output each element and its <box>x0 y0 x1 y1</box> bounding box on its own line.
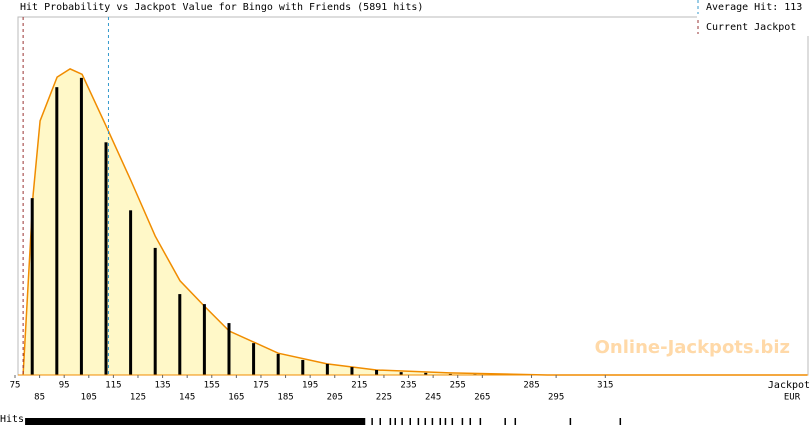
x-tick-label: 85 <box>34 393 45 403</box>
bar <box>79 77 83 376</box>
legend-current: Current Jackpot <box>706 22 796 33</box>
bar <box>129 210 133 375</box>
x-tick-label: 175 <box>253 381 269 391</box>
x-tick-label: 245 <box>425 393 441 403</box>
bar <box>399 372 403 375</box>
curve-line <box>22 68 807 376</box>
bar <box>276 353 280 375</box>
bar <box>30 198 34 375</box>
x-axis-label: Jackpot, <box>768 380 810 391</box>
x-tick-label: 225 <box>376 393 392 403</box>
legend-average: Average Hit: 113 <box>706 2 802 13</box>
bar <box>104 142 108 375</box>
x-tick-label: 295 <box>548 393 564 403</box>
bar <box>153 247 157 375</box>
x-tick-label: 315 <box>597 381 613 391</box>
x-tick-label: 135 <box>154 381 170 391</box>
x-tick-label: 115 <box>105 381 121 391</box>
x-tick-label: 165 <box>228 393 244 403</box>
bar <box>55 87 59 375</box>
x-tick-label: 285 <box>523 381 539 391</box>
x-tick-label: 195 <box>302 381 318 391</box>
bar <box>178 294 182 375</box>
x-axis-label: EUR <box>784 393 801 403</box>
hits-rug-dense <box>25 418 366 425</box>
x-tick-label: 205 <box>327 393 343 403</box>
x-tick-label: 215 <box>351 381 367 391</box>
bar <box>202 304 206 375</box>
bar <box>227 323 231 375</box>
x-tick-label: 255 <box>450 381 466 391</box>
watermark: Online-Jackpots.biz <box>595 337 790 358</box>
bar <box>252 343 256 375</box>
x-tick-label: 185 <box>277 393 293 403</box>
chart-title: Hit Probability vs Jackpot Value for Bin… <box>20 2 423 13</box>
bar <box>448 373 452 375</box>
rug-label: Hits <box>0 414 24 425</box>
bar <box>301 359 305 375</box>
x-tick-label: 105 <box>81 393 97 403</box>
curve-area <box>23 68 808 376</box>
x-tick-label: 125 <box>130 393 146 403</box>
bar <box>325 363 329 375</box>
x-tick-label: 75 <box>10 381 21 391</box>
x-tick-label: 145 <box>179 393 195 403</box>
bar <box>424 372 428 375</box>
bar <box>375 369 379 375</box>
legend <box>697 0 809 36</box>
x-tick-label: 155 <box>204 381 220 391</box>
bar <box>350 367 354 375</box>
x-tick-label: 95 <box>59 381 70 391</box>
x-tick-label: 265 <box>474 393 490 403</box>
x-tick-label: 235 <box>400 381 416 391</box>
